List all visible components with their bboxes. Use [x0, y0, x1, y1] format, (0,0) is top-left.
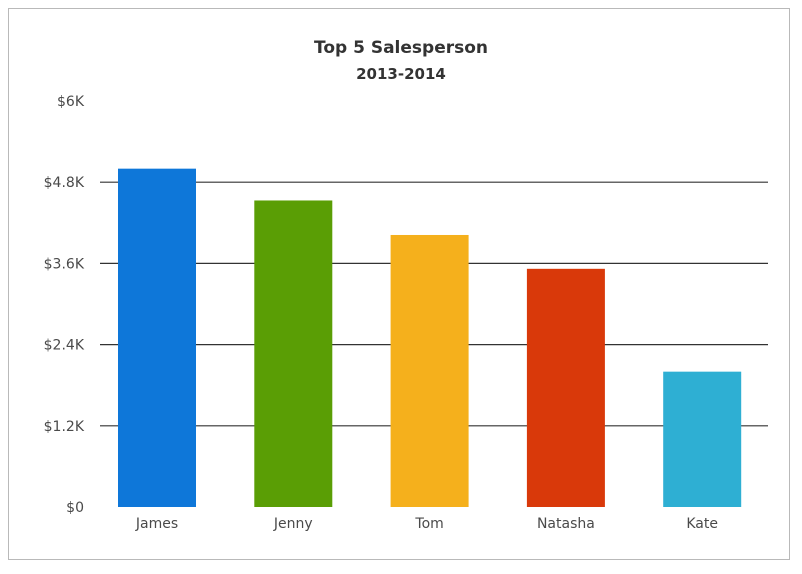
bar-jenny[interactable] [254, 200, 333, 507]
x-tick-label: Natasha [537, 516, 595, 532]
bar-james[interactable] [118, 168, 196, 507]
bar-kate[interactable] [663, 371, 742, 507]
chart-subtitle: 2013-2014 [356, 65, 446, 83]
bar-natasha[interactable] [526, 268, 605, 507]
y-tick-label: $1.2K [44, 419, 85, 435]
bar-tom[interactable] [390, 234, 469, 508]
bars [118, 168, 742, 508]
y-tick-label: $3.6K [44, 256, 85, 272]
axis-labels: $0 $1.2K $2.4K $3.6K $4.8K $6K James Jenny Tom Na… [44, 94, 718, 532]
chart-title: Top 5 Salesperson [314, 38, 488, 58]
x-tick-label: Kate [686, 516, 718, 532]
y-tick-label: $4.8K [44, 175, 85, 191]
x-tick-label: Jenny [273, 516, 313, 532]
x-tick-label: Tom [414, 516, 443, 532]
y-tick-label: $6K [57, 94, 85, 110]
y-tick-label: $2.4K [44, 338, 85, 354]
x-tick-label: James [135, 516, 178, 532]
y-tick-label: $0 [66, 500, 84, 516]
